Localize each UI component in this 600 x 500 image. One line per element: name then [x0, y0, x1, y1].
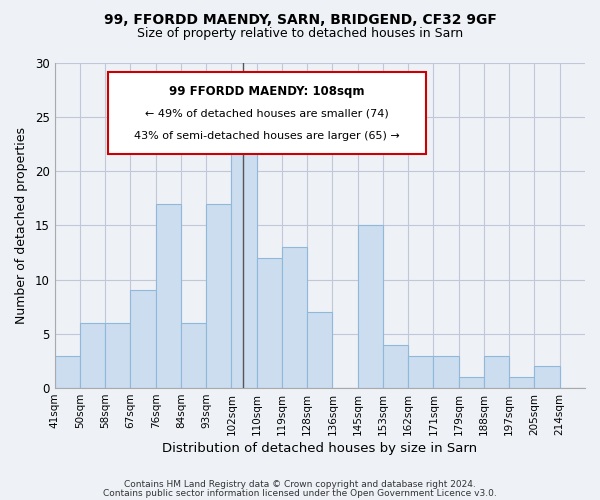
- Y-axis label: Number of detached properties: Number of detached properties: [15, 127, 28, 324]
- Bar: [459, 377, 484, 388]
- Bar: [206, 204, 232, 388]
- Bar: [383, 344, 408, 388]
- Bar: [55, 356, 80, 388]
- Bar: [257, 258, 282, 388]
- Bar: [408, 356, 433, 388]
- Bar: [358, 226, 383, 388]
- Text: Contains HM Land Registry data © Crown copyright and database right 2024.: Contains HM Land Registry data © Crown c…: [124, 480, 476, 489]
- Bar: [307, 312, 332, 388]
- Bar: [155, 204, 181, 388]
- FancyBboxPatch shape: [108, 72, 426, 154]
- Bar: [181, 323, 206, 388]
- Bar: [105, 323, 130, 388]
- Text: ← 49% of detached houses are smaller (74): ← 49% of detached houses are smaller (74…: [145, 108, 389, 118]
- Bar: [509, 377, 535, 388]
- Text: 99 FFORDD MAENDY: 108sqm: 99 FFORDD MAENDY: 108sqm: [169, 86, 365, 98]
- Bar: [232, 117, 257, 388]
- Bar: [535, 366, 560, 388]
- Text: 43% of semi-detached houses are larger (65) →: 43% of semi-detached houses are larger (…: [134, 131, 400, 141]
- Bar: [282, 247, 307, 388]
- Text: 99, FFORDD MAENDY, SARN, BRIDGEND, CF32 9GF: 99, FFORDD MAENDY, SARN, BRIDGEND, CF32 …: [104, 12, 496, 26]
- Bar: [484, 356, 509, 388]
- Bar: [80, 323, 105, 388]
- X-axis label: Distribution of detached houses by size in Sarn: Distribution of detached houses by size …: [162, 442, 478, 455]
- Bar: [433, 356, 459, 388]
- Text: Size of property relative to detached houses in Sarn: Size of property relative to detached ho…: [137, 28, 463, 40]
- Bar: [130, 290, 155, 388]
- Text: Contains public sector information licensed under the Open Government Licence v3: Contains public sector information licen…: [103, 488, 497, 498]
